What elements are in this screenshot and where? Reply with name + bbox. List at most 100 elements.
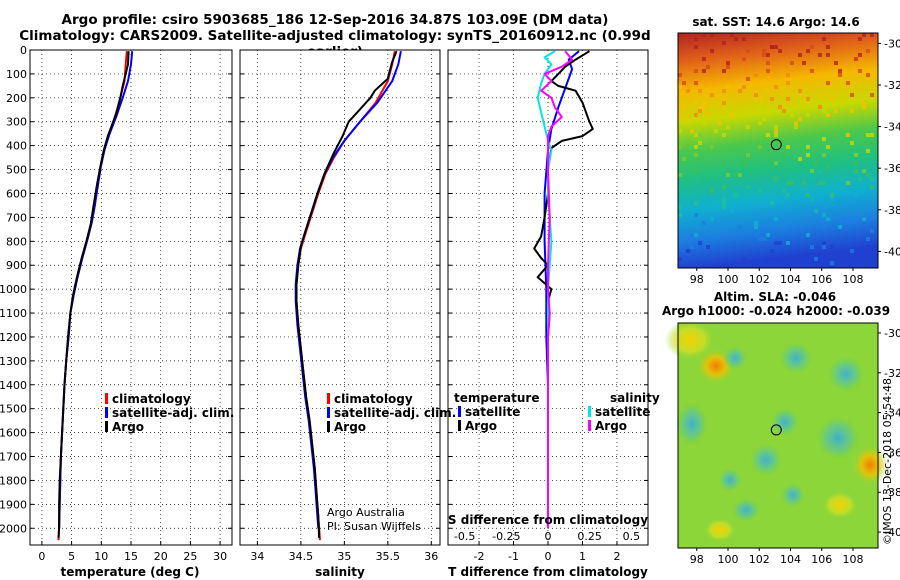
depth-tick-label: 1800 bbox=[0, 474, 27, 487]
legend-label-argo: Argo bbox=[334, 420, 366, 434]
map-y-tick-label: -36 bbox=[884, 446, 900, 459]
temperature-lines bbox=[57, 51, 134, 541]
legend-swatch-t-satellite bbox=[458, 406, 461, 417]
map-y-tick-label: -34 bbox=[884, 407, 900, 420]
argo-australia-note: Argo Australia bbox=[327, 506, 405, 519]
sst-texture bbox=[678, 33, 874, 265]
x-tick-label: 34.5 bbox=[289, 550, 314, 563]
s-diff-tick-label: 0 bbox=[545, 530, 552, 543]
map-x-tick-label: 98 bbox=[690, 553, 704, 566]
legend-swatch-argo bbox=[327, 421, 330, 432]
x-tick-label: 20 bbox=[154, 550, 168, 563]
legend-swatch-satellite bbox=[327, 407, 330, 418]
s-diff-tick-label: 0.5 bbox=[623, 530, 641, 543]
x-tick-label: 10 bbox=[94, 550, 108, 563]
depth-tick-label: 1200 bbox=[0, 331, 27, 344]
map-y-tick-label: -38 bbox=[884, 204, 900, 217]
depth-tick-label: 1300 bbox=[0, 355, 27, 368]
map-y-tick-label: -30 bbox=[884, 327, 900, 340]
depth-tick-label: 200 bbox=[6, 92, 27, 105]
salinity-grid bbox=[240, 49, 440, 545]
series-line-argo bbox=[295, 50, 398, 538]
legend-title-temperature: temperature bbox=[454, 391, 539, 405]
salinity-xticks: 34 34.5 35 35.5 36 bbox=[250, 550, 438, 563]
legend-label-satellite: satellite-adj. clim. bbox=[112, 406, 234, 420]
depth-tick-label: 1900 bbox=[0, 498, 27, 511]
legend-label-climatology: climatology bbox=[112, 392, 191, 406]
legend-swatch-climatology bbox=[105, 393, 108, 404]
series-line-salinity-argo bbox=[540, 50, 574, 529]
depth-tick-label: 800 bbox=[6, 235, 27, 248]
temperature-grid bbox=[30, 49, 232, 545]
x-tick-label: 1 bbox=[579, 550, 586, 563]
map-x-tick-label: 106 bbox=[811, 553, 832, 566]
map-x-tick-label: 106 bbox=[811, 273, 832, 286]
sla-map-title-line2: Argo h1000: -0.024 h2000: -0.039 bbox=[662, 304, 890, 318]
salinity-lines bbox=[294, 50, 402, 541]
difference-lines bbox=[533, 50, 594, 529]
legend-label-s-satellite: satellite bbox=[595, 405, 650, 419]
x-tick-label: 35 bbox=[337, 550, 351, 563]
map-y-tick-label: -32 bbox=[884, 367, 900, 380]
salinity-panel bbox=[239, 49, 441, 546]
s-difference-xticks: -0.5 -0.25 0 0.25 0.5 bbox=[454, 530, 640, 543]
x-tick-label: 0 bbox=[38, 550, 45, 563]
salinity-xlabel: salinity bbox=[315, 565, 365, 579]
map-x-tick-label: 100 bbox=[718, 273, 739, 286]
depth-tick-label: 1100 bbox=[0, 307, 27, 320]
sla-map bbox=[665, 320, 888, 549]
x-tick-label: 36 bbox=[424, 550, 438, 563]
map-x-tick-label: 104 bbox=[780, 273, 801, 286]
x-tick-label: 2 bbox=[613, 550, 620, 563]
depth-tick-label: 0 bbox=[20, 44, 27, 57]
legend-label-satellite: satellite-adj. clim. bbox=[334, 406, 456, 420]
map-x-tick-label: 98 bbox=[690, 273, 704, 286]
legend-swatch-climatology bbox=[327, 393, 330, 404]
map-x-tick-label: 100 bbox=[718, 553, 739, 566]
legend-label-t-argo: Argo bbox=[465, 419, 497, 433]
imos-credit: ©IMOS 13-Dec-2018 05:54:48 bbox=[881, 378, 894, 545]
difference-xlabel: T difference from climatology bbox=[448, 565, 648, 579]
chart-title-line1: Argo profile: csiro 5903685_186 12-Sep-2… bbox=[61, 12, 609, 28]
legend-swatch-s-satellite bbox=[588, 406, 591, 417]
depth-tick-label: 500 bbox=[6, 164, 27, 177]
map-y-tick-label: -38 bbox=[884, 486, 900, 499]
map-y-tick-label: -36 bbox=[884, 162, 900, 175]
depth-tick-label: 100 bbox=[6, 68, 27, 81]
series-line-argo bbox=[57, 51, 130, 538]
depth-tick-label: 1600 bbox=[0, 427, 27, 440]
s-diff-tick-label: -0.5 bbox=[454, 530, 475, 543]
map-y-tick-label: -30 bbox=[884, 37, 900, 50]
sst-argo-location-marker bbox=[770, 139, 782, 151]
sla-map-title-line1: Altim. SLA: -0.046 bbox=[714, 290, 836, 304]
legend-swatch-t-argo bbox=[458, 420, 461, 431]
s-diff-tick-label: -0.25 bbox=[492, 530, 520, 543]
temperature-legend: climatology satellite-adj. clim. Argo bbox=[105, 392, 234, 434]
x-tick-label: -1 bbox=[508, 550, 519, 563]
legend-title-salinity: salinity bbox=[610, 391, 660, 405]
legend-swatch-s-argo bbox=[588, 420, 591, 431]
sst-map-title: sat. SST: 14.6 Argo: 14.6 bbox=[692, 15, 859, 29]
difference-xticks: -2 -1 0 1 2 bbox=[474, 550, 621, 563]
x-tick-label: 0 bbox=[545, 550, 552, 563]
x-tick-label: 5 bbox=[68, 550, 75, 563]
map-y-tick-label: -32 bbox=[884, 79, 900, 92]
sla-map-xticks: 98 100 102 104 106 108 bbox=[690, 548, 864, 566]
depth-tick-label: 700 bbox=[6, 211, 27, 224]
sla-map-frame bbox=[677, 322, 879, 549]
legend-swatch-argo bbox=[105, 421, 108, 432]
pi-note: PI: Susan Wijffels bbox=[327, 520, 421, 533]
map-y-tick-label: -34 bbox=[884, 121, 900, 134]
depth-tick-label: 300 bbox=[6, 116, 27, 129]
sst-map-xticks: 98 100 102 104 106 108 bbox=[690, 268, 864, 286]
map-x-tick-label: 102 bbox=[749, 553, 770, 566]
map-x-tick-label: 108 bbox=[843, 553, 864, 566]
x-tick-label: 15 bbox=[124, 550, 138, 563]
x-tick-label: 35.5 bbox=[376, 550, 401, 563]
legend-label-s-argo: Argo bbox=[595, 419, 627, 433]
depth-tick-label: 900 bbox=[6, 259, 27, 272]
s-diff-tick-label: 0.25 bbox=[577, 530, 602, 543]
sst-map bbox=[677, 32, 879, 269]
x-tick-label: 25 bbox=[183, 550, 197, 563]
